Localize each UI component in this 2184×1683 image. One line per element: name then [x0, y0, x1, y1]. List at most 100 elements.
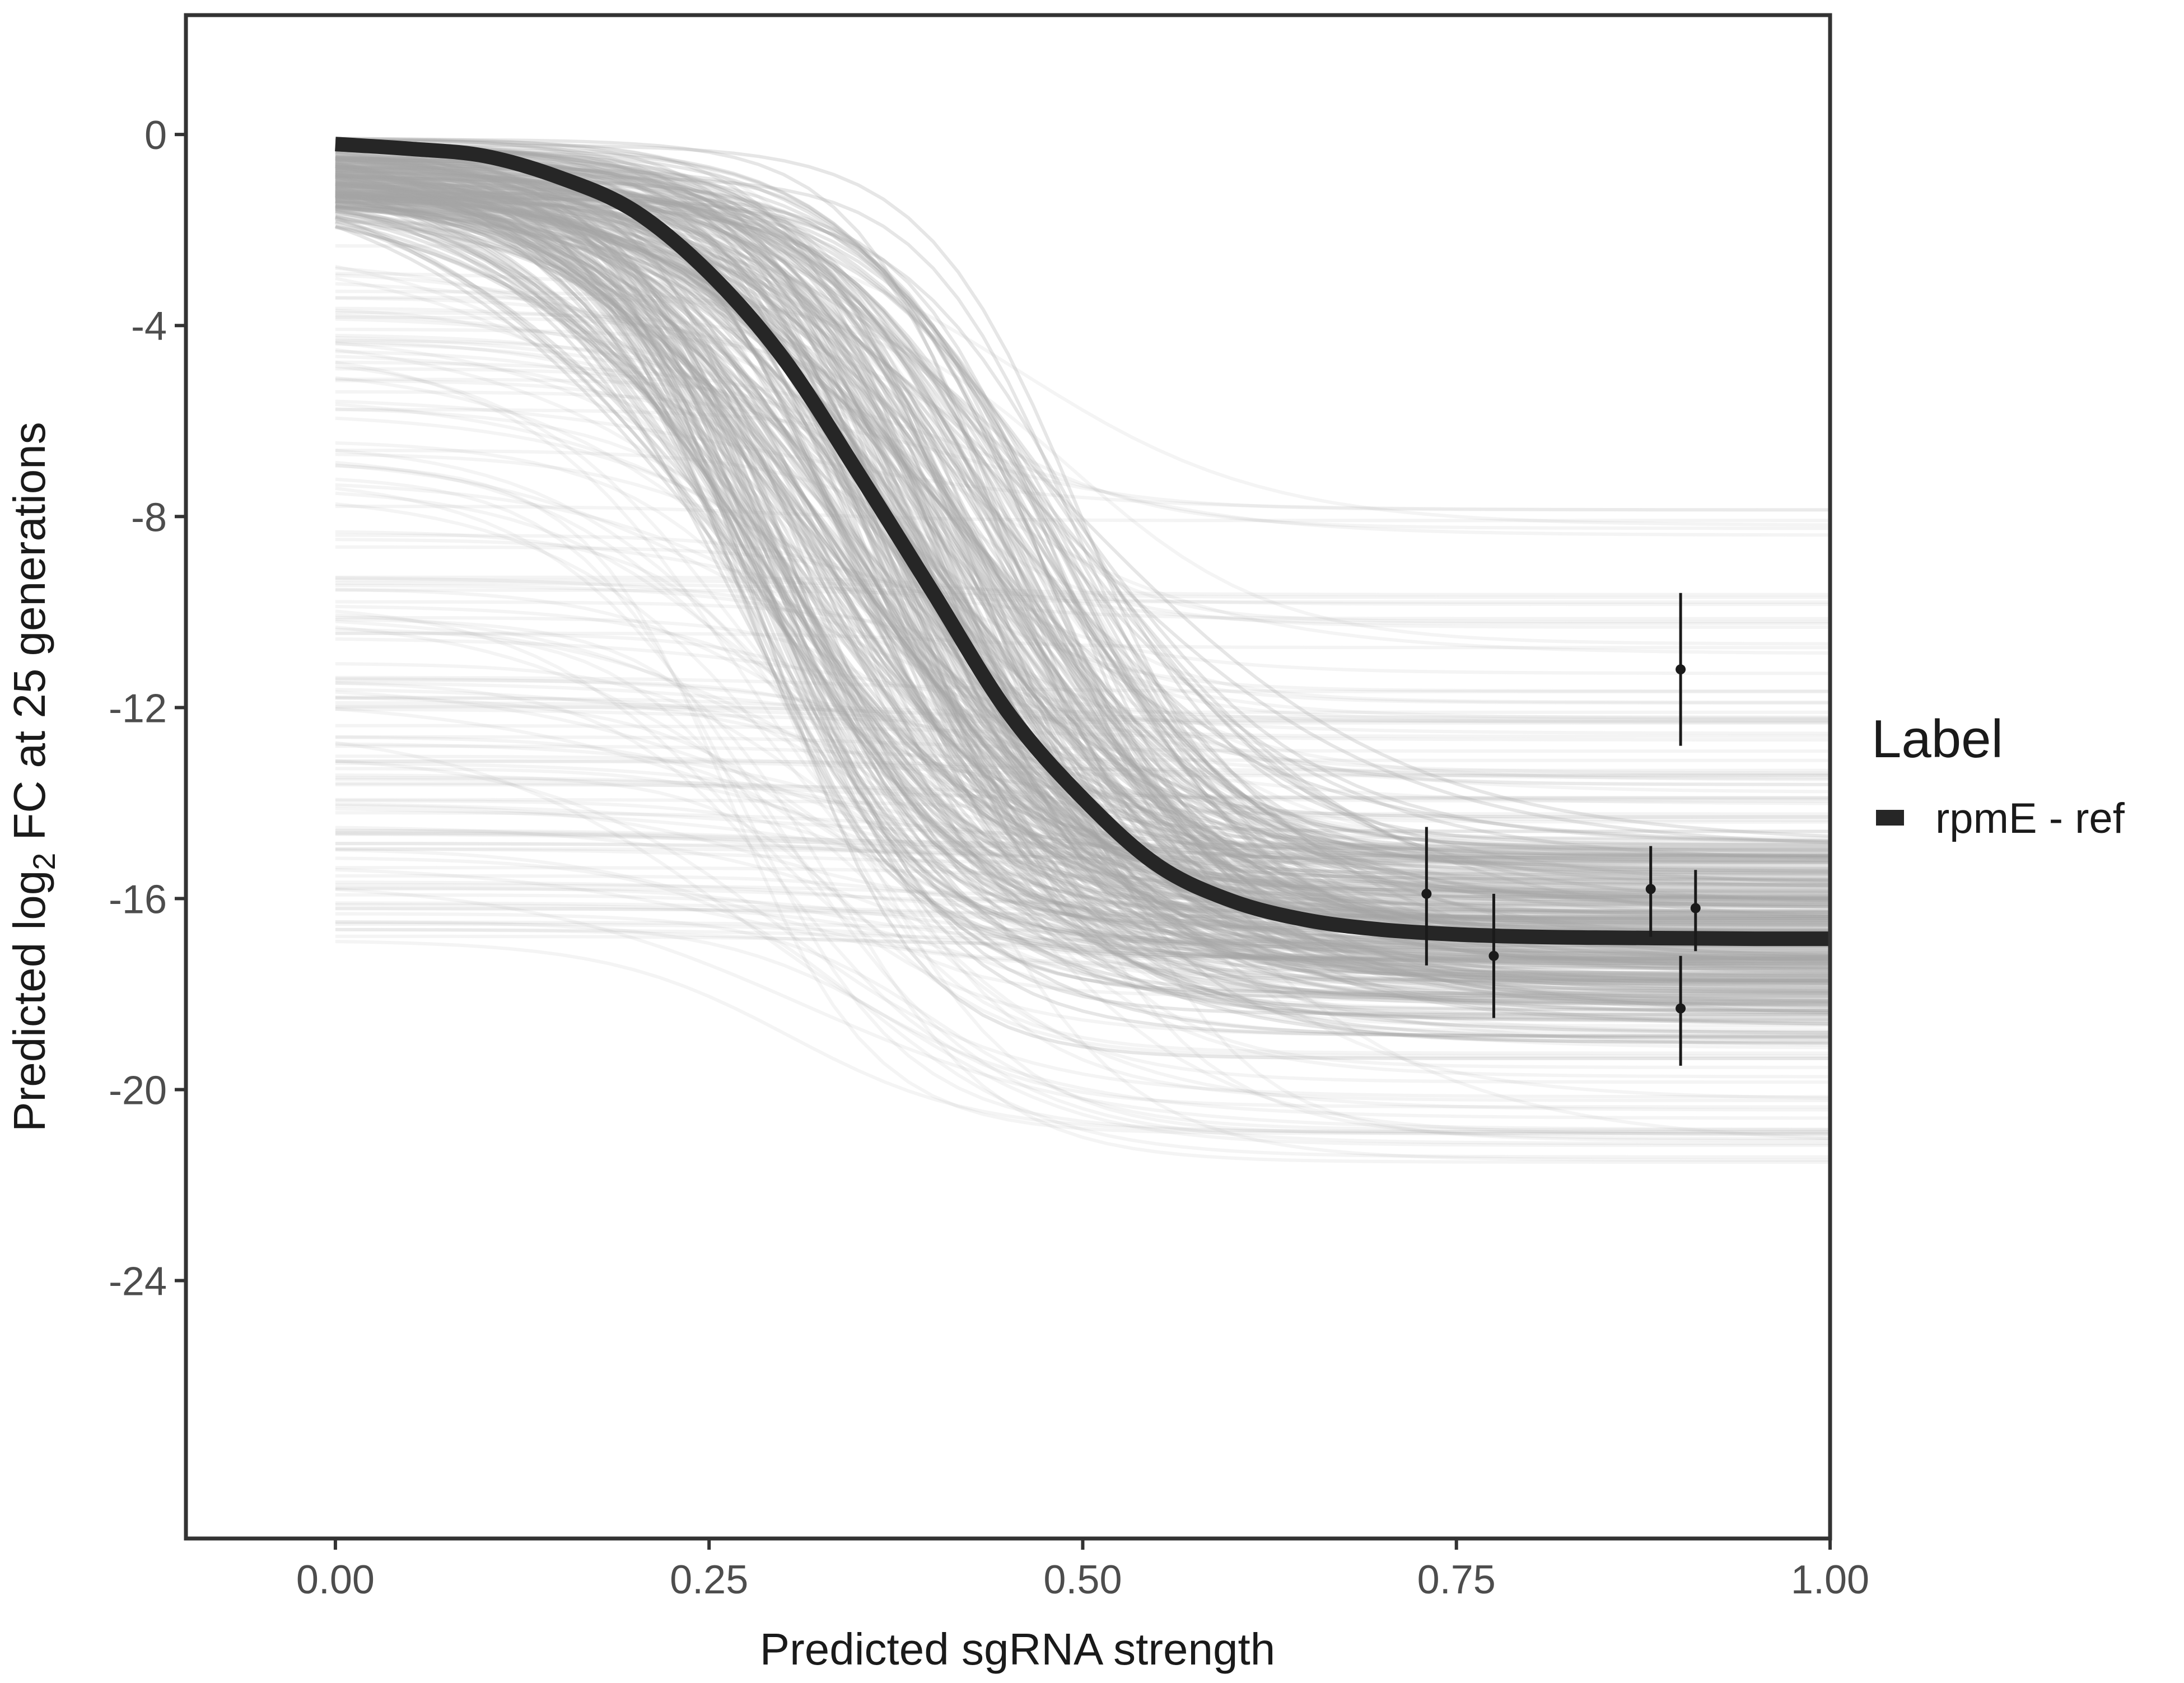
posterior-draw-line	[335, 196, 1831, 971]
posterior-draw-line	[335, 145, 1831, 908]
posterior-draw-line	[335, 197, 1831, 902]
posterior-draw-line	[335, 377, 1830, 970]
posterior-draw-line	[335, 581, 1830, 599]
posterior-draw-line	[335, 194, 1831, 1014]
posterior-draw-line	[335, 156, 1831, 888]
posterior-draw-line	[335, 156, 1830, 953]
posterior-draw-line	[335, 192, 1830, 859]
posterior-draw-line	[335, 138, 1830, 890]
posterior-draw-line	[335, 505, 1830, 523]
posterior-draw-line	[335, 204, 1831, 1041]
posterior-draw-line	[335, 193, 1831, 845]
posterior-draw-line	[335, 912, 1830, 1132]
posterior-draw-line	[335, 690, 1830, 907]
posterior-draw-line	[335, 617, 1830, 1164]
posterior-draw-line	[335, 704, 1830, 722]
posterior-draw-line	[335, 161, 1830, 705]
fit-curve-layer	[335, 137, 1831, 947]
posterior-draw-line	[335, 282, 1831, 655]
posterior-draw-line	[335, 161, 1830, 995]
data-point	[1421, 888, 1432, 899]
posterior-draw-line	[335, 407, 1831, 1079]
x-axis-title: Predicted sgRNA strength	[760, 1624, 1275, 1674]
posterior-draw-line	[335, 151, 1831, 901]
posterior-draw-line	[335, 874, 1830, 911]
posterior-draw-line	[335, 154, 1830, 914]
posterior-draw-line	[335, 741, 1830, 1120]
posterior-draw-line	[335, 341, 1831, 983]
posterior-draw-line	[334, 221, 1831, 958]
posterior-draw-line	[335, 773, 1830, 1058]
posterior-draw-line	[335, 173, 1830, 983]
posterior-draw-line	[335, 188, 1831, 916]
posterior-draw-line	[335, 162, 1831, 901]
posterior-draw-line	[335, 180, 1831, 1008]
posterior-draw-line	[335, 265, 1831, 1050]
posterior-draw-line	[335, 173, 1830, 955]
posterior-draw-line	[335, 186, 1831, 1025]
posterior-draw-line	[335, 194, 1830, 985]
posterior-draw-line	[335, 408, 1830, 512]
posterior-draw-line	[335, 165, 1830, 921]
posterior-draw-line	[335, 192, 1831, 882]
posterior-draw-line	[335, 349, 1831, 955]
posterior-draw-line	[335, 273, 1830, 675]
posterior-draw-line	[335, 399, 1830, 512]
data-point	[1676, 664, 1686, 675]
posterior-draw-line	[335, 272, 1831, 1140]
posterior-draw-line	[335, 940, 1830, 1134]
posterior-draw-line	[335, 182, 1830, 877]
posterior-draw-line	[335, 627, 1830, 998]
posterior-draw-line	[335, 165, 1831, 843]
posterior-draw-line	[335, 920, 1830, 1148]
posterior-draw-line	[335, 174, 1830, 950]
posterior-draw-line	[335, 185, 1831, 869]
data-point	[1676, 1003, 1686, 1014]
posterior-draw-line	[335, 159, 1831, 991]
y-axis-title-suffix: FC at 25 generations	[4, 422, 54, 852]
posterior-draw-line	[335, 390, 1831, 1032]
posterior-draw-line	[335, 191, 1830, 896]
posterior-draw-line	[335, 145, 1831, 985]
posterior-draw-line	[335, 199, 1830, 931]
posterior-draw-line	[335, 309, 1830, 1055]
y-axis-title: Predicted log2 FC at 25 generations	[4, 422, 62, 1131]
posterior-draw-line	[335, 460, 1830, 861]
posterior-draw-line	[335, 880, 1830, 920]
x-tick-label: 0.75	[1417, 1558, 1496, 1602]
posterior-draw-line	[335, 174, 1830, 958]
posterior-draw-line	[335, 137, 1830, 925]
posterior-draw-line	[335, 744, 1830, 762]
posterior-draw-line	[335, 767, 1830, 863]
posterior-draw-line	[335, 361, 1830, 1004]
posterior-draw-line	[335, 296, 1830, 881]
posterior-draw-line	[335, 688, 1830, 863]
posterior-draw-line	[335, 193, 1831, 925]
posterior-draw-line	[335, 290, 1831, 646]
posterior-draw-line	[335, 189, 1831, 971]
posterior-draw-line	[335, 193, 1831, 870]
posterior-draw-line	[335, 696, 1830, 986]
posterior-draw-line	[334, 225, 1831, 987]
posterior-draw-line	[335, 339, 1830, 998]
posterior-draw-line	[335, 759, 1830, 777]
posterior-draw-line	[335, 147, 1830, 854]
posterior-draw-line	[335, 545, 1830, 693]
posterior-draw-line	[335, 199, 1831, 1004]
x-tick-label: 0.25	[670, 1558, 748, 1602]
posterior-draw-line	[335, 619, 1831, 1035]
posterior-draw-line	[335, 449, 1830, 883]
plot-panel-border	[184, 13, 1832, 1541]
posterior-draw-line	[335, 695, 1830, 963]
posterior-draw-line	[335, 220, 1831, 1015]
posterior-draw-line	[335, 832, 1830, 850]
posterior-draw-line	[335, 705, 1830, 723]
posterior-draw-line	[335, 848, 1830, 968]
posterior-draw-line	[335, 209, 1831, 527]
posterior-draw-line	[335, 802, 1830, 840]
posterior-draw-line	[335, 209, 1830, 958]
posterior-draw-line	[335, 193, 1831, 990]
posterior-draw-line	[335, 166, 1831, 972]
posterior-draw-line	[335, 579, 1830, 596]
posterior-draw-line	[335, 174, 1830, 903]
